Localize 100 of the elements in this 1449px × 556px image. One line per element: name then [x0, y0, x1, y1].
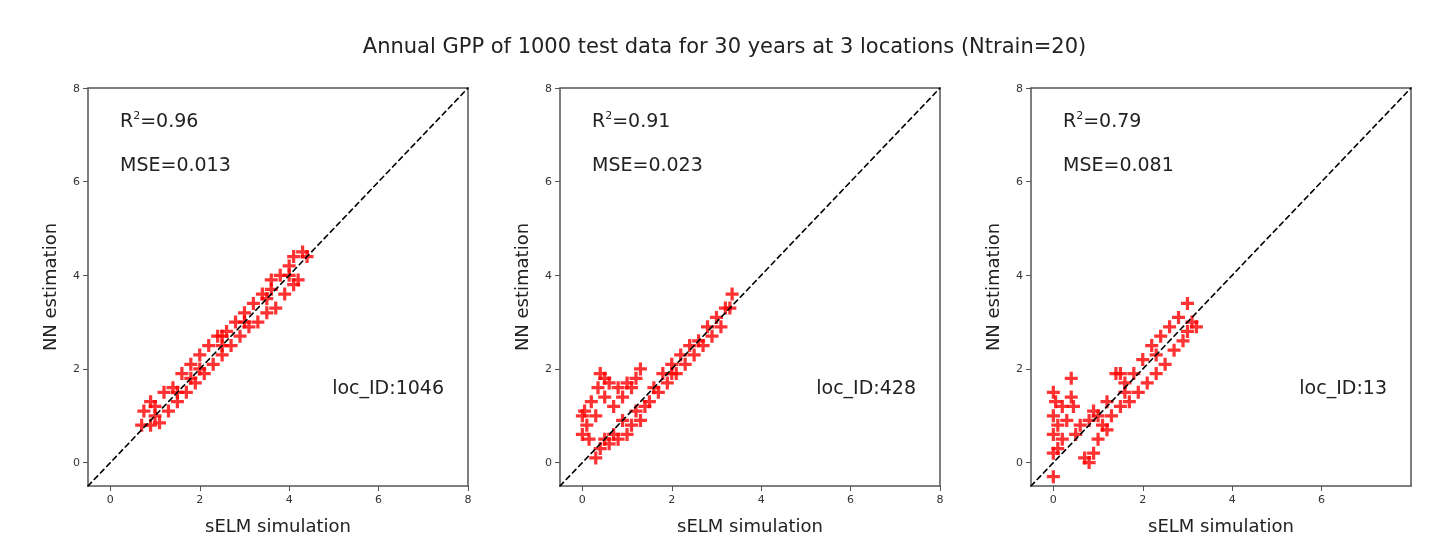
point: [153, 416, 167, 430]
point: [1104, 409, 1118, 423]
point: [1087, 446, 1101, 460]
point: [278, 287, 292, 301]
point: [1122, 395, 1136, 409]
point: [1145, 339, 1159, 353]
annotation: MSE=0.081: [1063, 152, 1174, 175]
point: [260, 306, 274, 320]
x-axis-title: sELM simulation: [1148, 514, 1294, 536]
point: [251, 315, 265, 329]
y-tick-label: 0: [73, 456, 80, 470]
point: [1149, 367, 1163, 381]
point: [1060, 413, 1074, 427]
point: [206, 357, 220, 371]
point: [1091, 409, 1105, 423]
y-tick-label: 4: [1016, 268, 1023, 282]
point: [602, 437, 616, 451]
point: [624, 418, 638, 432]
point: [591, 381, 604, 395]
point: [1046, 470, 1060, 484]
point: [588, 409, 602, 423]
point: [1180, 296, 1194, 310]
point: [1100, 423, 1114, 437]
x-tick-label: 0: [1049, 493, 1057, 506]
point: [588, 451, 602, 465]
annotation: MSE=0.023: [591, 152, 703, 175]
point: [246, 296, 260, 310]
y-tick-label: 4: [73, 268, 80, 282]
x-tick-label: 6: [846, 493, 854, 506]
point: [678, 357, 692, 371]
y-tick-label: 8: [544, 81, 552, 95]
point: [629, 371, 642, 385]
point: [713, 320, 727, 334]
y-tick-label: 4: [544, 268, 552, 282]
y-tick-label: 2: [544, 362, 552, 376]
point: [611, 381, 625, 395]
point: [725, 287, 739, 301]
y-tick-label: 8: [1016, 81, 1023, 95]
x-tick-label: 6: [375, 493, 383, 506]
annotation: loc_ID:428: [815, 375, 916, 399]
point: [1091, 432, 1105, 446]
point: [193, 362, 207, 376]
y-tick-label: 0: [544, 456, 552, 470]
point: [1046, 409, 1060, 423]
x-tick-label: 2: [196, 493, 204, 506]
x-tick-label: 8: [464, 493, 472, 506]
point: [161, 404, 175, 418]
point: [1066, 399, 1080, 413]
point: [148, 399, 162, 413]
point: [175, 367, 189, 381]
point: [1064, 390, 1078, 404]
point: [137, 404, 151, 418]
point: [237, 315, 251, 329]
y-tick-label: 2: [1016, 362, 1023, 376]
point: [602, 376, 616, 390]
point: [1180, 324, 1194, 338]
point: [1055, 432, 1069, 446]
point: [202, 339, 216, 353]
point: [620, 427, 634, 441]
point: [624, 381, 638, 395]
x-tick-label: 0: [578, 493, 586, 506]
point: [1113, 367, 1127, 381]
point: [184, 357, 198, 371]
point: [696, 339, 710, 353]
y-tick-label: 2: [73, 362, 80, 376]
point: [582, 432, 596, 446]
x-tick-label: 4: [285, 493, 293, 506]
point: [1158, 357, 1172, 371]
point: [1046, 427, 1060, 441]
point: [1131, 385, 1145, 399]
y-tick-label: 6: [544, 175, 552, 189]
point: [1051, 418, 1065, 432]
point: [1064, 371, 1078, 385]
x-axis-title: sELM simulation: [205, 514, 351, 536]
y-axis-title: NN estimation: [38, 222, 60, 352]
point: [193, 348, 207, 362]
point: [579, 418, 593, 432]
x-tick-label: 6: [1318, 493, 1326, 506]
x-tick-label: 4: [1228, 493, 1236, 506]
point: [1140, 376, 1154, 390]
point: [157, 385, 171, 399]
point: [687, 348, 701, 362]
point: [597, 390, 611, 404]
point: [660, 376, 674, 390]
point: [642, 395, 656, 409]
point: [287, 250, 301, 264]
y-tick-label: 6: [1016, 175, 1023, 189]
point: [233, 329, 247, 343]
text: Annual GPP of 1000 test data for 30 years at 3 locations (Ntrain=20): [361, 33, 1088, 60]
point: [1172, 310, 1186, 324]
x-tick-label: 2: [667, 493, 675, 506]
x-axis-title: sELM simulation: [676, 514, 823, 536]
y-axis-title: NN estimation: [981, 222, 1003, 352]
point: [584, 395, 598, 409]
point: [1082, 456, 1096, 470]
point: [606, 399, 620, 413]
x-tick-label: 4: [757, 493, 765, 506]
y-tick-label: 8: [73, 81, 80, 95]
point: [651, 385, 665, 399]
point: [269, 301, 283, 315]
